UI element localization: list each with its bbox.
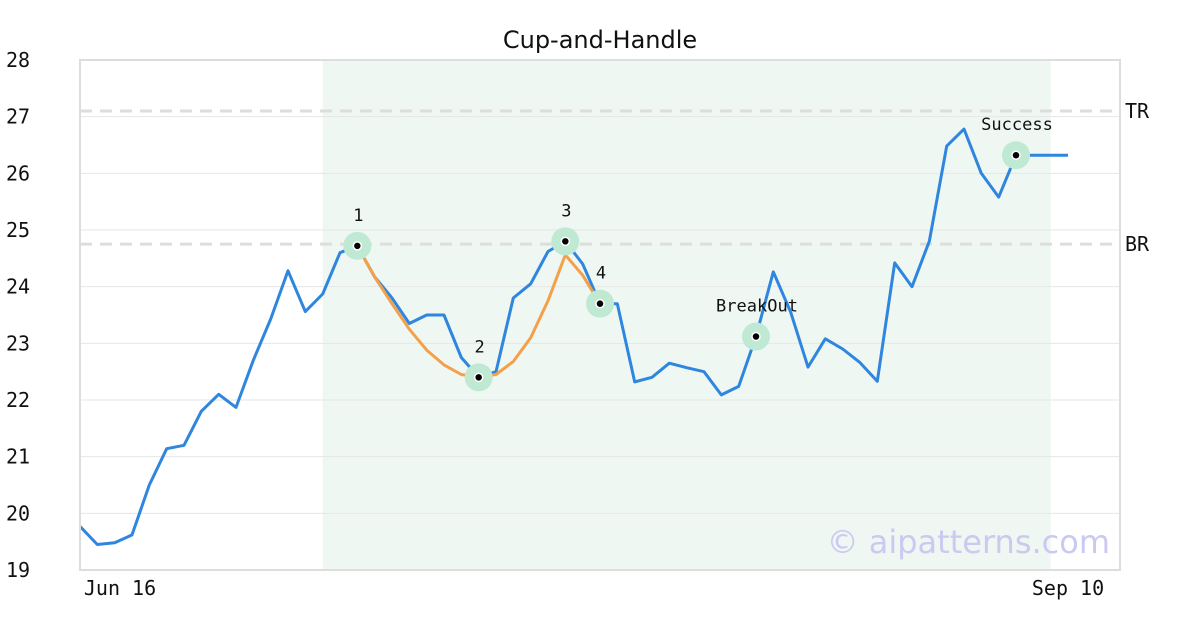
point-label: Success bbox=[981, 115, 1053, 135]
point-marker bbox=[595, 298, 605, 309]
y-tick-label: 25 bbox=[6, 218, 30, 242]
price-line bbox=[78, 127, 1068, 546]
point-label: 2 bbox=[475, 337, 485, 357]
point-marker bbox=[1011, 150, 1021, 160]
y-tick-label: 26 bbox=[6, 161, 30, 185]
point-marker bbox=[751, 331, 761, 342]
point-label: 1 bbox=[353, 206, 363, 226]
level-label: BR bbox=[1125, 232, 1150, 256]
plot-frame bbox=[79, 59, 1121, 571]
y-tick-label: 28 bbox=[6, 48, 30, 72]
y-tick-label: 19 bbox=[6, 558, 30, 582]
point-label: 3 bbox=[561, 201, 571, 221]
y-tick-label: 21 bbox=[6, 445, 30, 469]
y-tick-label: 23 bbox=[6, 331, 30, 355]
y-tick-label: 22 bbox=[6, 388, 30, 412]
point-marker bbox=[560, 236, 571, 247]
watermark: © aipatterns.com bbox=[827, 523, 1110, 561]
level-label: TR bbox=[1125, 99, 1150, 123]
y-tick-label: 24 bbox=[6, 275, 30, 299]
x-tick-label: Sep 10 bbox=[1032, 576, 1104, 600]
point-marker bbox=[352, 241, 363, 251]
chart-title: Cup-and-Handle bbox=[503, 26, 697, 54]
x-tick-label: Jun 16 bbox=[84, 576, 156, 600]
point-label: 4 bbox=[596, 264, 606, 284]
y-tick-label: 27 bbox=[6, 105, 30, 129]
y-tick-label: 20 bbox=[6, 501, 30, 525]
point-label: BreakOut bbox=[716, 297, 798, 317]
point-marker bbox=[473, 372, 484, 383]
